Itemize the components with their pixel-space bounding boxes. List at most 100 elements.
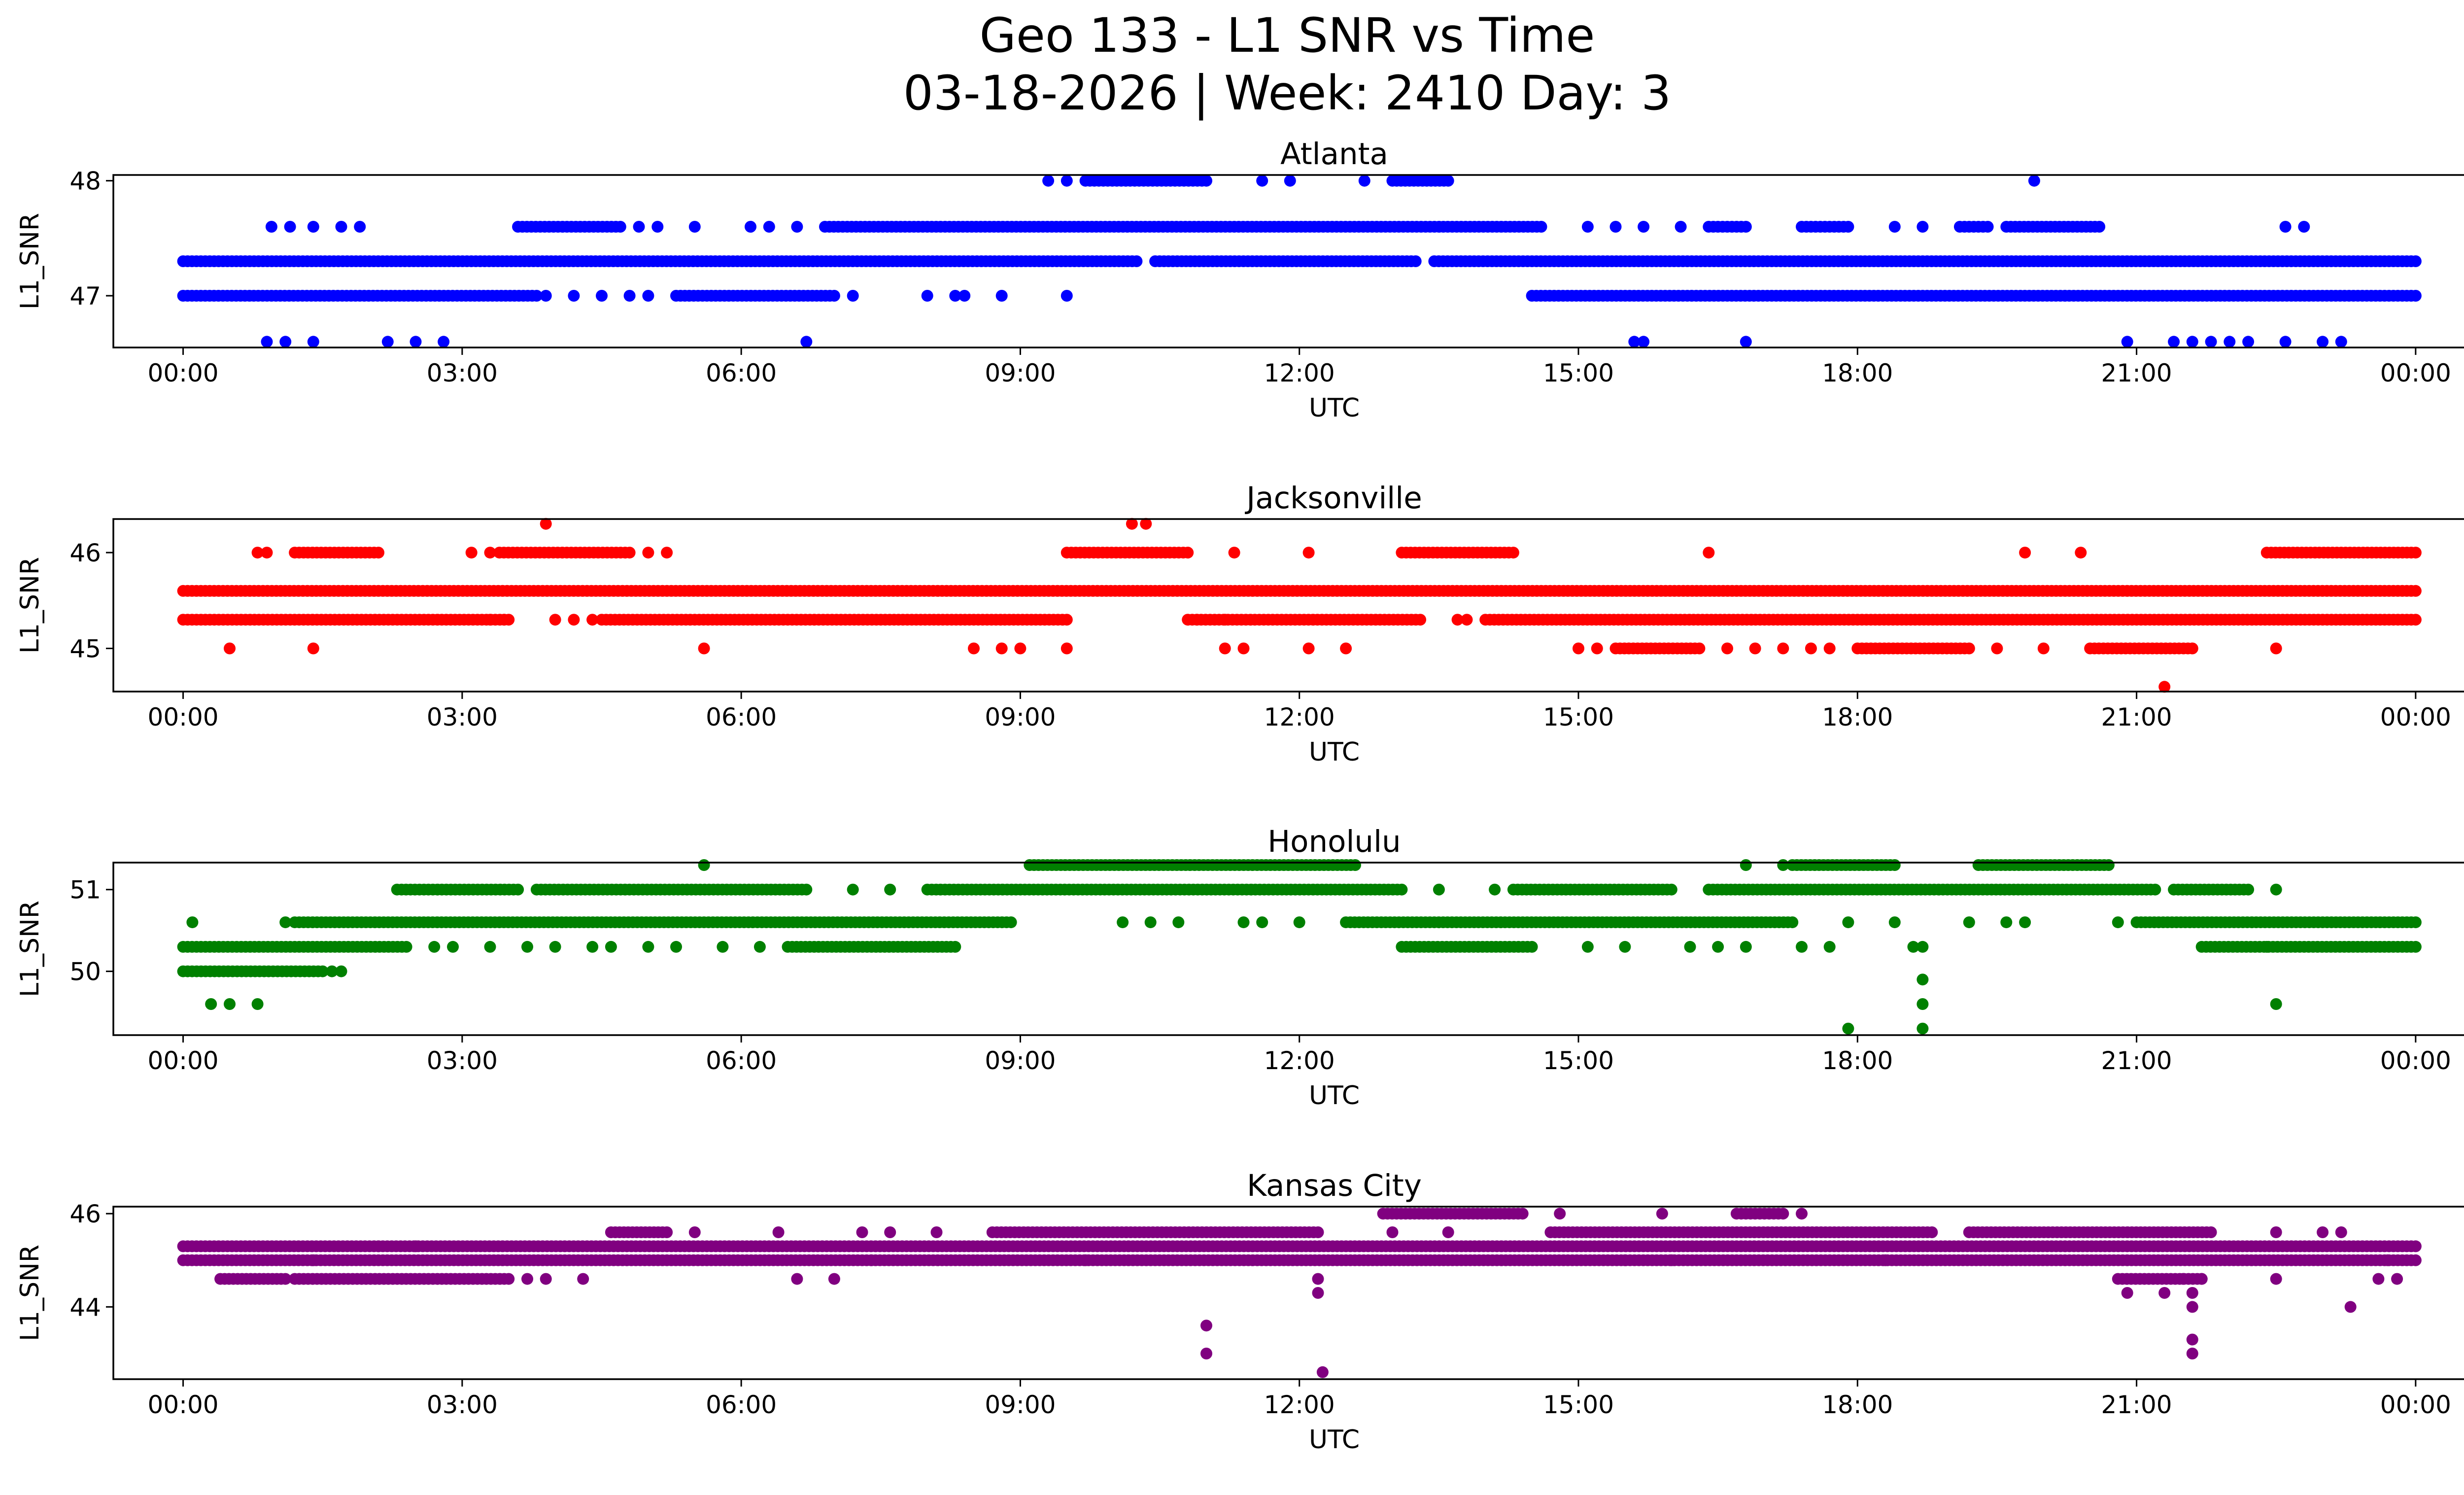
data-point	[503, 1273, 515, 1285]
data-point	[1191, 614, 1203, 626]
data-point	[530, 290, 543, 302]
data-point	[1916, 998, 1929, 1010]
data-point	[1256, 916, 1268, 929]
data-point	[791, 1273, 803, 1285]
data-point	[1796, 1208, 1808, 1220]
data-point	[1665, 1254, 1677, 1266]
x-tick-label: 15:00	[1543, 1391, 1614, 1419]
data-point	[2270, 883, 2282, 896]
data-point	[186, 916, 199, 929]
data-point	[484, 940, 496, 953]
data-point	[921, 290, 933, 302]
x-tick-label: 18:00	[1822, 703, 1893, 731]
data-point	[642, 290, 654, 302]
data-point	[2242, 336, 2255, 348]
data-point	[2382, 1254, 2394, 1266]
data-point	[661, 1226, 673, 1238]
data-point	[373, 1240, 384, 1252]
data-point	[410, 1240, 422, 1252]
data-point	[2409, 255, 2422, 267]
data-point	[884, 1226, 896, 1238]
data-point	[335, 221, 347, 233]
x-tick-label: 18:00	[1822, 1046, 1893, 1075]
x-axis-label: UTC	[1309, 737, 1360, 767]
data-point	[2409, 614, 2422, 626]
data-point	[279, 1273, 292, 1285]
data-point	[949, 290, 961, 302]
data-point	[2270, 998, 2282, 1010]
data-point	[2186, 1301, 2198, 1313]
x-tick-label: 03:00	[427, 1391, 498, 1419]
subplot-title: Honolulu	[1267, 824, 1401, 859]
data-point	[828, 290, 840, 302]
x-tick-label: 15:00	[1543, 1046, 1614, 1075]
data-point	[251, 998, 264, 1010]
x-tick-label: 00:00	[2380, 1046, 2451, 1075]
data-point	[1312, 1273, 1324, 1285]
data-point	[1675, 221, 1687, 233]
y-axis-label: L1_SNR	[15, 1245, 45, 1341]
data-point	[745, 221, 756, 233]
x-tick-label: 12:00	[1264, 359, 1335, 387]
x-tick-label: 09:00	[985, 1046, 1056, 1075]
data-point	[1581, 940, 1594, 953]
data-point	[498, 614, 510, 626]
data-point	[586, 614, 599, 626]
data-point	[1535, 221, 1547, 233]
data-point	[2102, 859, 2115, 871]
data-point	[261, 547, 273, 559]
scatter-series	[177, 174, 2422, 348]
data-point	[335, 965, 347, 977]
data-point	[2242, 883, 2255, 896]
data-point	[2186, 642, 2198, 655]
data-point	[2028, 174, 2040, 187]
x-tick-label: 00:00	[2380, 703, 2451, 731]
data-point	[2409, 547, 2422, 559]
data-point	[326, 965, 338, 977]
data-point	[1144, 916, 1157, 929]
data-point	[605, 940, 617, 953]
data-point	[1042, 174, 1055, 187]
data-point	[1665, 883, 1677, 896]
data-point	[884, 883, 896, 896]
data-point	[2279, 221, 2292, 233]
data-point	[1526, 940, 1538, 953]
data-point	[828, 1273, 840, 1285]
data-point	[1284, 174, 1296, 187]
y-tick-label: 47	[69, 282, 101, 311]
data-point	[568, 614, 580, 626]
data-point	[2409, 585, 2422, 597]
data-point	[1451, 614, 1464, 626]
data-point	[2177, 1273, 2189, 1285]
x-tick-label: 00:00	[2380, 359, 2451, 387]
data-point	[540, 518, 552, 530]
data-point	[2158, 681, 2171, 693]
subplot-title: Kansas City	[1247, 1168, 1422, 1203]
data-point	[1256, 174, 1268, 187]
data-point	[1061, 174, 1073, 187]
data-point	[465, 547, 478, 559]
data-point	[1842, 1022, 1854, 1035]
data-point	[614, 221, 626, 233]
data-point	[2019, 916, 2031, 929]
data-point	[521, 940, 533, 953]
data-point	[1554, 1208, 1566, 1220]
data-point	[2372, 1273, 2385, 1285]
data-point	[1302, 642, 1315, 655]
data-point	[1489, 883, 1501, 896]
data-point	[1796, 940, 1808, 953]
data-point	[205, 998, 217, 1010]
scatter-series	[177, 1208, 2422, 1378]
data-point	[800, 883, 813, 896]
data-point	[1963, 916, 1975, 929]
subplot-title: Jacksonville	[1244, 481, 1422, 516]
x-tick-label: 09:00	[985, 703, 1056, 731]
x-tick-label: 00:00	[148, 703, 219, 731]
data-point	[763, 221, 775, 233]
data-point	[1749, 642, 1761, 655]
data-point	[949, 940, 961, 953]
data-point	[2270, 1273, 2282, 1285]
data-point	[1916, 1022, 1929, 1035]
data-point	[2186, 1348, 2198, 1359]
